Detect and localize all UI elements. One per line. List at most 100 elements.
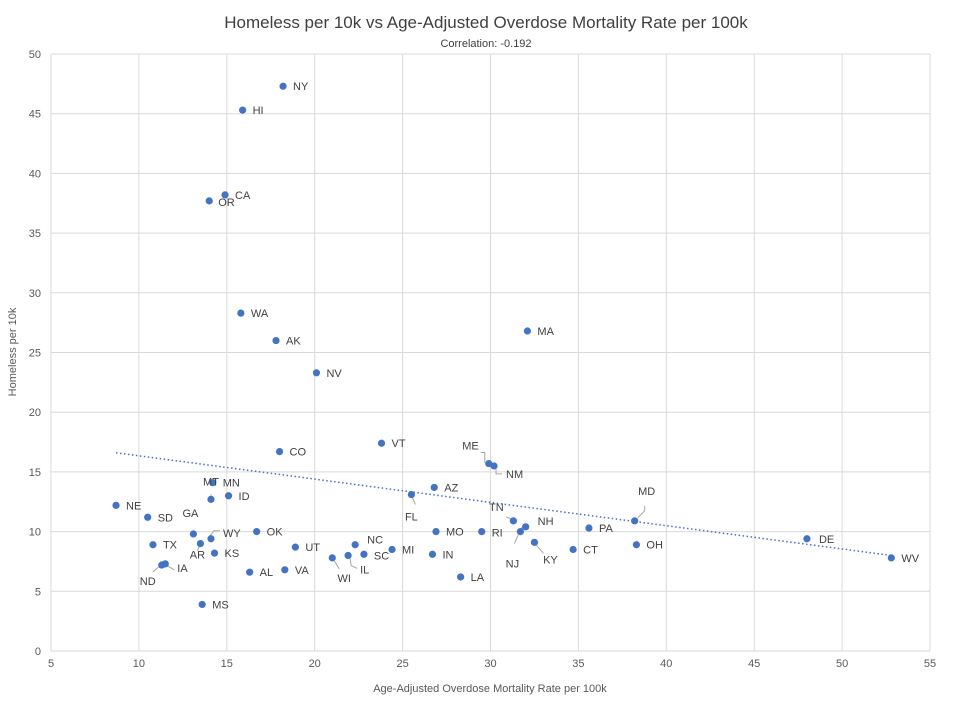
point-label: IN	[442, 549, 453, 561]
leader-line	[495, 468, 503, 475]
chart-subtitle: Correlation: -0.192	[440, 38, 531, 50]
point-label: IA	[177, 563, 188, 575]
point-label: OH	[646, 540, 663, 552]
point-label: CT	[583, 545, 598, 557]
point-label: KS	[224, 548, 239, 560]
point-label: NJ	[506, 559, 519, 571]
y-tick-label: 5	[35, 586, 41, 598]
data-point-vt	[377, 439, 386, 447]
x-tick-label: 45	[748, 658, 760, 670]
point-label: NH	[538, 516, 554, 528]
point-label: NY	[293, 81, 309, 93]
data-point-ak	[272, 336, 280, 345]
point-label: DE	[819, 534, 834, 546]
point-label: AL	[260, 567, 273, 579]
data-point-wv	[887, 554, 895, 562]
point-label: KY	[543, 554, 558, 566]
point-label: LA	[471, 572, 485, 584]
data-point-ct	[569, 545, 577, 554]
point-label: MO	[446, 527, 464, 539]
leader-line	[152, 566, 160, 573]
leader-line	[196, 546, 200, 551]
data-point-oh	[632, 541, 641, 549]
point-label: AR	[190, 550, 205, 562]
point-label: ME	[462, 441, 479, 453]
data-point-tx	[149, 541, 157, 549]
point-label: OR	[218, 197, 235, 209]
data-point-mi	[388, 545, 396, 554]
data-point-id	[224, 492, 233, 500]
data-point-ma	[523, 327, 532, 335]
data-point-ar	[196, 539, 205, 548]
y-tick-label: 0	[35, 646, 41, 658]
point-label: WY	[223, 528, 241, 540]
x-tick-label: 35	[572, 658, 584, 670]
leader-lines	[152, 452, 646, 573]
leader-line	[167, 565, 175, 571]
data-point-in	[428, 550, 437, 558]
point-label: TN	[489, 502, 504, 514]
y-tick-label: 30	[29, 288, 41, 300]
data-point-mt	[207, 495, 215, 503]
x-axis-title: Age-Adjusted Overdose Mortality Rate per…	[373, 683, 607, 695]
point-label: IL	[360, 564, 369, 576]
point-label: TX	[163, 540, 178, 552]
data-point-nj	[516, 528, 524, 536]
point-label: VT	[392, 438, 406, 450]
data-point-al	[246, 568, 254, 576]
data-point-ca	[221, 191, 229, 199]
y-tick-label: 10	[29, 527, 41, 539]
point-label: WI	[338, 573, 351, 585]
point-label: NE	[126, 500, 141, 512]
point-label: MD	[638, 486, 655, 498]
point-label: SD	[158, 512, 173, 524]
y-tick-label: 25	[29, 348, 41, 360]
chart-title: Homeless per 10k vs Age-Adjusted Overdos…	[224, 13, 748, 32]
data-point-ky	[530, 538, 539, 546]
point-label: VA	[295, 565, 310, 577]
data-point-ne	[112, 501, 120, 509]
point-label: MS	[212, 599, 229, 611]
point-label: WV	[901, 553, 919, 565]
point-label: CO	[290, 447, 307, 459]
data-point-il	[344, 551, 352, 560]
point-label: AZ	[444, 482, 458, 494]
point-label: SC	[374, 550, 389, 562]
data-point-la	[457, 573, 465, 581]
x-tick-label: 25	[396, 658, 408, 670]
data-point-nd	[158, 561, 166, 569]
point-label: OK	[267, 527, 284, 539]
x-tick-label: 55	[924, 658, 936, 670]
y-tick-label: 35	[29, 228, 41, 240]
point-label: MN	[223, 478, 240, 490]
x-tick-label: 10	[133, 658, 145, 670]
data-point-va	[281, 566, 289, 574]
point-label: NC	[367, 535, 383, 547]
data-point-az	[430, 483, 438, 492]
data-point-ms	[198, 600, 206, 609]
y-axis-title: Homeless per 10k	[7, 307, 19, 396]
point-label: MA	[537, 326, 554, 338]
data-point-tn	[509, 517, 517, 525]
data-point-sd	[144, 513, 152, 521]
point-label: HI	[253, 105, 264, 117]
leader-line	[480, 452, 486, 463]
point-label: PA	[599, 523, 614, 535]
data-point-nv	[312, 369, 321, 377]
data-point-wa	[237, 309, 245, 317]
point-label: NV	[326, 368, 342, 380]
data-point-ri	[478, 528, 486, 536]
data-points	[112, 82, 895, 609]
point-label: RI	[492, 528, 503, 540]
data-point-wi	[328, 554, 336, 562]
data-point-sc	[360, 550, 368, 558]
leader-line	[209, 530, 220, 537]
leader-line	[349, 558, 358, 569]
x-tick-label: 50	[836, 658, 848, 670]
data-point-ny	[279, 82, 287, 90]
y-tick-label: 45	[29, 109, 41, 121]
data-point-or	[205, 197, 213, 205]
point-label: ND	[140, 576, 156, 588]
